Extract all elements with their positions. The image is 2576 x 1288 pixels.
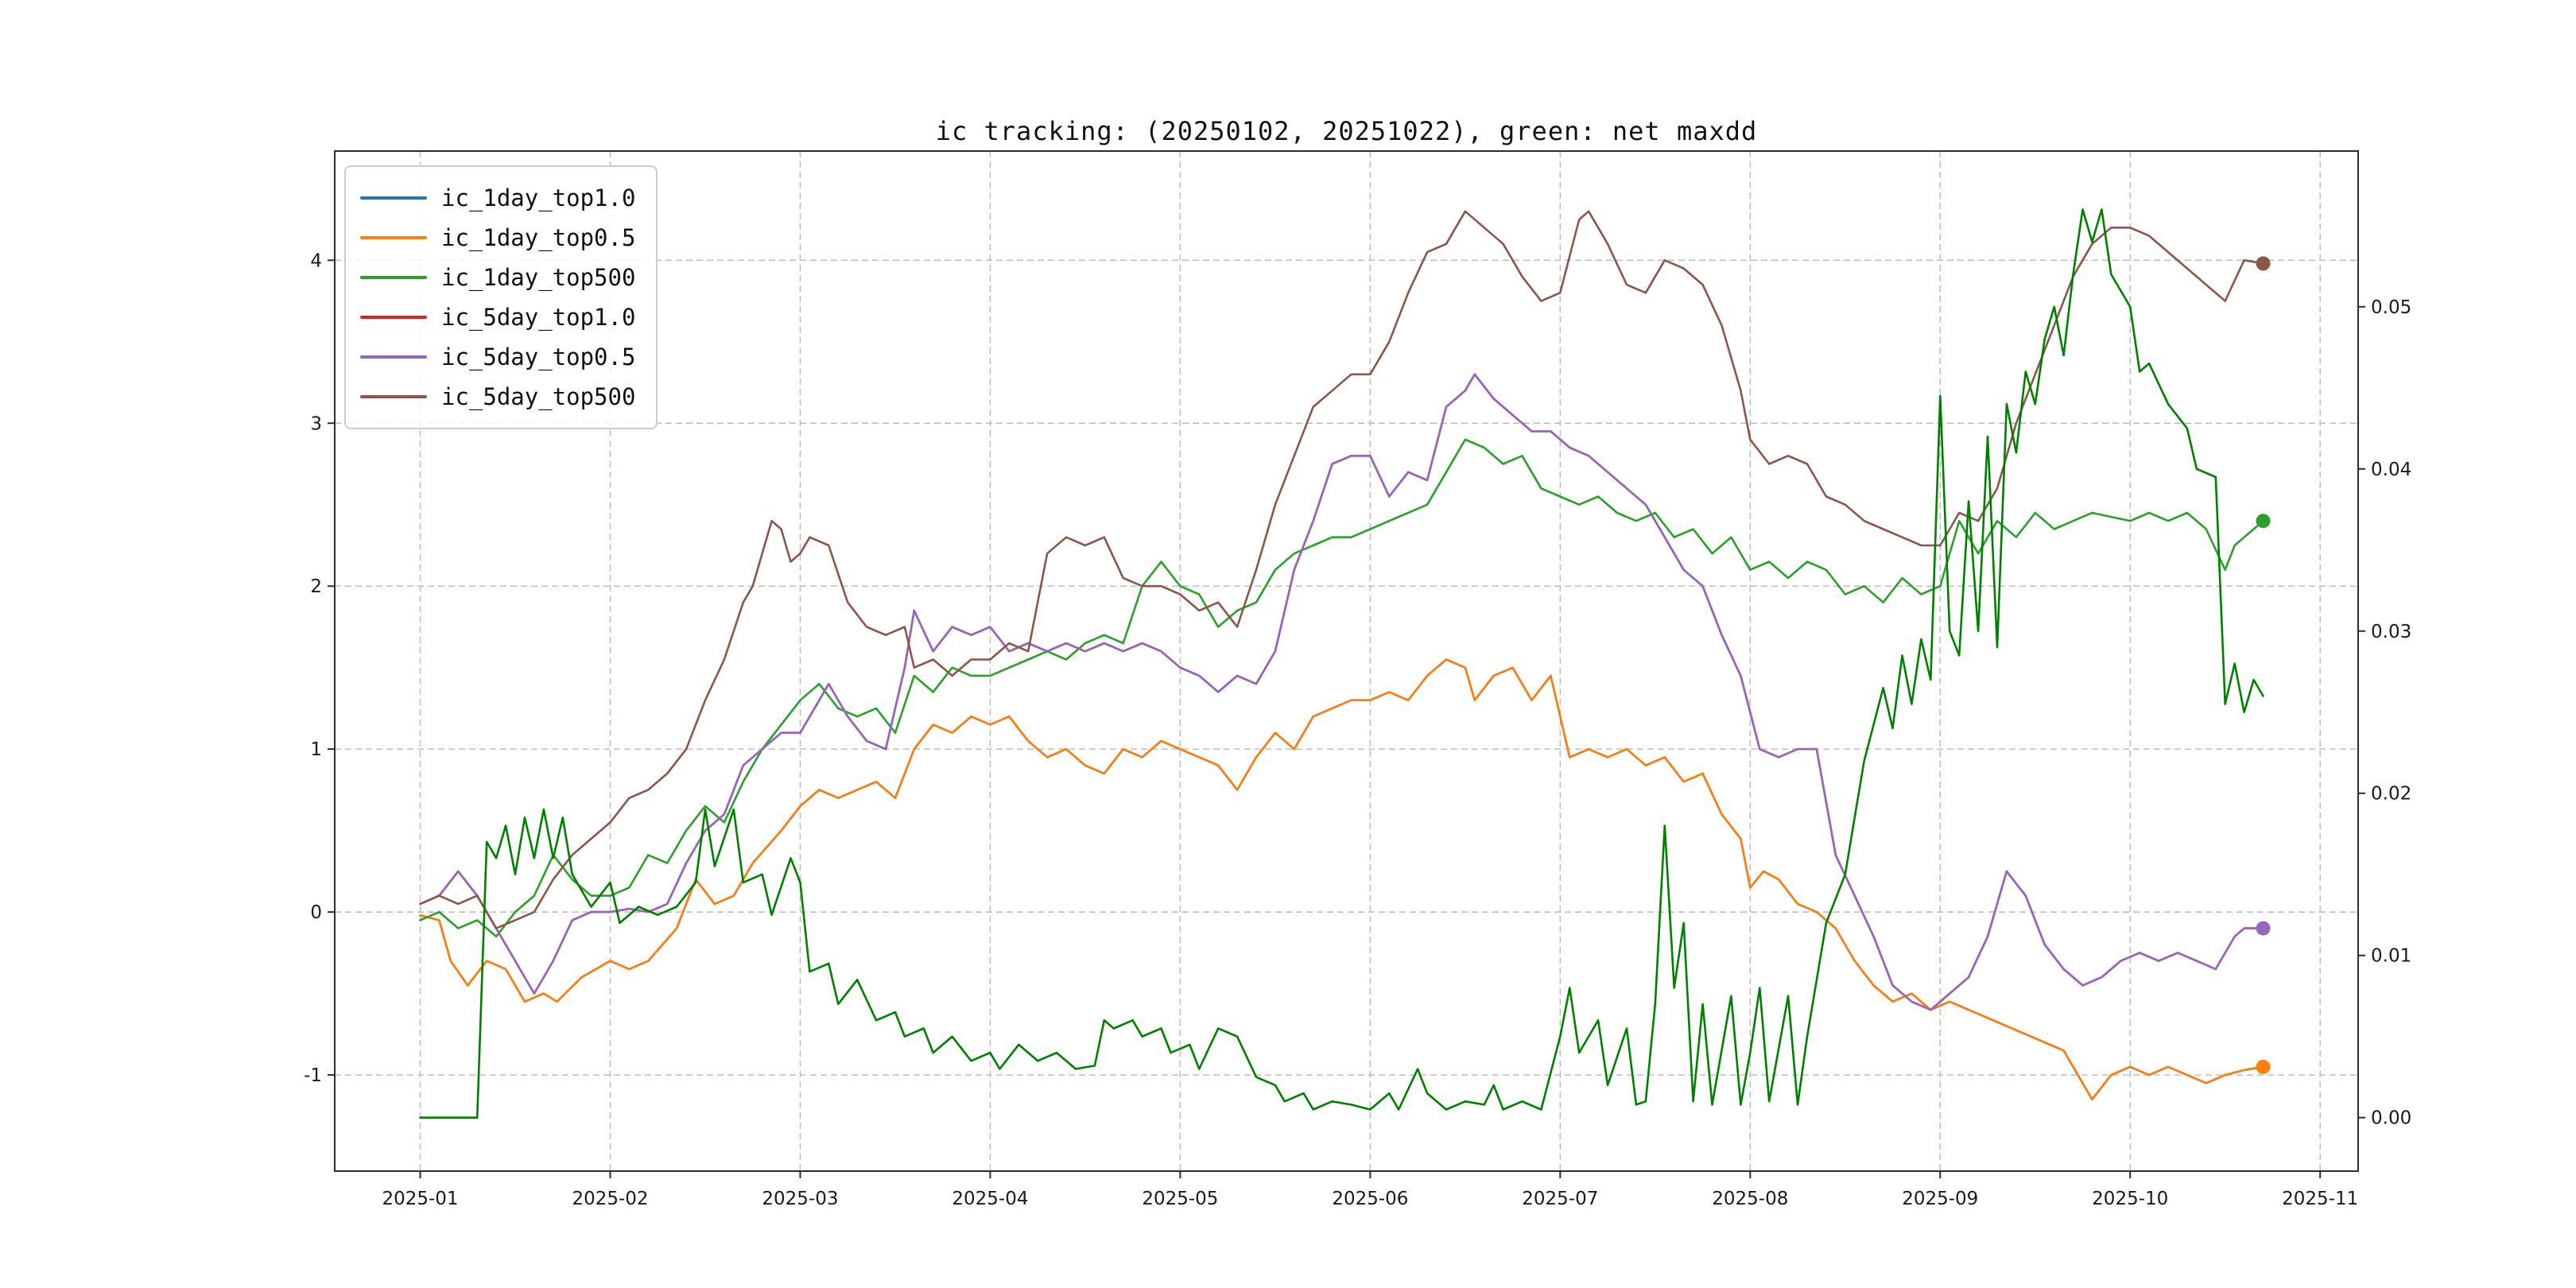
series-line-net-maxdd: [419, 208, 2264, 1119]
y-right-tick-label: 0.02: [2371, 784, 2411, 805]
series-line-ic-5day-top0-5: [419, 373, 2264, 1011]
legend-item-ic-5day-top0-5: ic_5day_top0.5: [360, 337, 635, 377]
legend: ic_1day_top1.0 ic_1day_top0.5 ic_1day_top5…: [344, 165, 658, 429]
y-right-tick-label: 0.01: [2371, 946, 2411, 967]
y-left-tick-label: 3: [310, 413, 322, 434]
x-tick-label: 2025-07: [1522, 1189, 1598, 1209]
x-tick-label: 2025-04: [952, 1189, 1028, 1209]
legend-line-sample: [360, 236, 427, 239]
x-tick-label: 2025-06: [1332, 1189, 1408, 1209]
legend-label: ic_5day_top500: [441, 383, 636, 410]
y-left-tick-label: 2: [310, 576, 322, 597]
x-tick-label: 2025-10: [2092, 1189, 2168, 1209]
x-tick-label: 2025-03: [762, 1189, 838, 1209]
end-dot-ic-1day-top500: [2256, 514, 2271, 529]
legend-line-sample: [360, 316, 427, 319]
legend-line-sample: [360, 196, 427, 200]
legend-label: ic_5day_top1.0: [441, 304, 636, 331]
legend-line-sample: [360, 395, 427, 398]
y-left-tick-label: 4: [310, 250, 322, 271]
legend-item-ic-5day-top500: ic_5day_top500: [360, 377, 635, 417]
legend-line-sample: [360, 355, 427, 359]
legend-label: ic_1day_top1.0: [441, 184, 636, 211]
end-dot-ic-5day-top0-5: [2256, 921, 2271, 936]
x-tick-label: 2025-08: [1712, 1189, 1788, 1209]
y-right-tick-label: 0.00: [2371, 1108, 2411, 1129]
y-left-tick-label: 1: [310, 739, 322, 760]
y-left-tick-label: -1: [304, 1065, 322, 1086]
x-tick-label: 2025-11: [2282, 1189, 2358, 1209]
legend-item-ic-5day-top1-0: ic_5day_top1.0: [360, 297, 635, 337]
series-line-ic-1day-top500: [419, 438, 2264, 938]
y-right-tick-label: 0.05: [2371, 297, 2411, 318]
chart-title: ic tracking: (20250102, 20251022), green…: [935, 116, 1758, 146]
series-line-ic-5day-top500: [419, 210, 2264, 929]
x-tick-label: 2025-02: [572, 1189, 648, 1209]
x-tick-label: 2025-09: [1902, 1189, 1978, 1209]
legend-item-ic-1day-top1-0: ic_1day_top1.0: [360, 178, 635, 218]
end-dot-ic-1day-top0-5: [2256, 1059, 2271, 1074]
y-right-tick-label: 0.04: [2371, 460, 2411, 480]
end-dot-ic-5day-top500: [2256, 256, 2271, 271]
x-tick-label: 2025-01: [382, 1189, 458, 1209]
legend-label: ic_1day_top500: [441, 264, 636, 291]
x-tick-label: 2025-05: [1142, 1189, 1218, 1209]
plot-frame: [334, 150, 2359, 1172]
legend-label: ic_1day_top0.5: [441, 224, 636, 251]
legend-item-ic-1day-top500: ic_1day_top500: [360, 258, 635, 297]
legend-line-sample: [360, 276, 427, 279]
y-right-tick-label: 0.03: [2371, 622, 2411, 642]
y-left-tick-label: 0: [310, 902, 322, 923]
series-line-ic-1day-top0-5: [419, 658, 2264, 1101]
legend-label: ic_5day_top0.5: [441, 343, 636, 370]
legend-item-ic-1day-top0-5: ic_1day_top0.5: [360, 218, 635, 258]
